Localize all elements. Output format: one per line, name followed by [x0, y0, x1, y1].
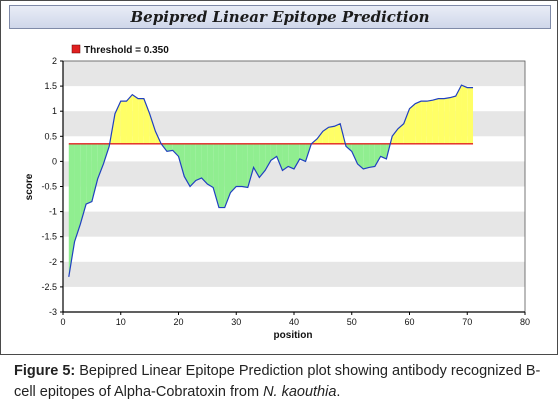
epitope-fill-above — [461, 85, 468, 144]
epitope-fill-above — [426, 100, 433, 144]
epitope-fill-above — [120, 101, 127, 144]
plot-band — [63, 211, 525, 237]
x-tick-label: 20 — [173, 317, 183, 327]
y-tick-label: -1.5 — [41, 232, 57, 242]
epitope-fill-above — [132, 94, 139, 144]
y-axis-label: score — [24, 173, 35, 200]
epitope-fill-above — [328, 126, 335, 144]
y-tick-label: 1.5 — [44, 81, 57, 91]
fill-below — [294, 143, 300, 169]
x-tick-label: 0 — [60, 317, 65, 327]
legend-label: Threshold = 0.350 — [84, 45, 169, 56]
epitope-fill-above — [444, 97, 450, 144]
fill-below — [247, 143, 254, 188]
epitope-fill-above — [438, 98, 445, 144]
fill-below — [259, 143, 266, 178]
epitope-fill-above — [149, 113, 156, 144]
fill-below — [86, 143, 92, 205]
fill-below — [218, 143, 225, 208]
epitope-fill-above — [322, 127, 329, 144]
epitope-fill-above — [415, 101, 422, 144]
chart-svg: 0 10 20 30 40 50 60 70 80 2 1.5 1 0.5 0 -0.5 -1 -1.5 -2 -2… — [24, 44, 530, 341]
fill-below — [190, 143, 196, 187]
y-tick-label: -0.5 — [41, 182, 57, 192]
fill-below — [166, 143, 173, 152]
epitope-fill-above — [421, 101, 427, 144]
plot-band — [63, 261, 525, 287]
fill-below — [299, 143, 306, 162]
epitope-fill-above — [334, 123, 341, 144]
fill-below — [230, 143, 237, 193]
fill-below — [68, 143, 75, 277]
fill-below — [242, 143, 248, 188]
y-tick-label: -1 — [49, 207, 57, 217]
fill-below — [270, 143, 277, 161]
epitope-fill-above — [455, 85, 462, 144]
y-tick-label: 0 — [52, 156, 57, 166]
x-tick-label: 10 — [116, 317, 126, 327]
fill-below — [351, 143, 358, 164]
epitope-fill-above — [392, 128, 398, 144]
epitope-fill-above — [403, 108, 410, 144]
fill-below — [288, 143, 294, 169]
chart-title: Bepipred Linear Epitope Prediction — [130, 8, 430, 26]
y-tick-label: -2.5 — [41, 282, 57, 292]
epitope-fill-above — [317, 131, 323, 144]
fill-below — [97, 143, 104, 179]
fill-below — [224, 143, 231, 208]
y-tick-label: -2 — [49, 257, 57, 267]
tick-labels: 0 10 20 30 40 50 60 70 80 2 1.5 1 0.5 0 -0.5 -1 -1.5 -2 -2… — [41, 56, 530, 327]
x-tick-label: 80 — [520, 317, 530, 327]
fill-below — [201, 143, 208, 184]
chart-title-bar: Bepipred Linear Epitope Prediction — [9, 5, 551, 29]
fill-below — [374, 143, 381, 167]
caption-label: Figure 5: — [14, 363, 76, 379]
epitope-fill-above — [138, 98, 144, 144]
fill-below — [178, 143, 185, 177]
fill-below — [91, 143, 98, 202]
epitope-fill-above — [449, 96, 456, 144]
fill-below — [195, 143, 202, 181]
fill-below — [184, 143, 191, 187]
x-tick-label: 50 — [347, 317, 357, 327]
x-tick-label: 40 — [289, 317, 299, 327]
fill-below — [363, 143, 370, 169]
figure-caption: Figure 5: Bepipred Linear Epitope Predic… — [14, 361, 550, 403]
fill-below — [265, 143, 271, 171]
plot-band — [63, 61, 525, 87]
epitope-fill-above — [467, 87, 474, 144]
fill-below — [172, 143, 179, 157]
caption-end: . — [336, 384, 341, 400]
fill-below — [74, 143, 81, 242]
x-axis-label: position — [274, 330, 313, 341]
epitope-fill-above — [126, 94, 133, 144]
legend-swatch — [71, 44, 81, 54]
caption-species: N. kaouthia — [263, 384, 337, 400]
y-tick-label: 2 — [52, 56, 57, 66]
fill-below — [369, 143, 375, 168]
fill-below — [380, 143, 387, 159]
y-tick-label: -3 — [49, 307, 57, 317]
epitope-fill-above — [409, 103, 416, 144]
fill-below — [80, 143, 87, 225]
epitope-fill-above — [432, 98, 439, 144]
score-series-line — [68, 84, 474, 277]
x-tick-label: 60 — [404, 317, 414, 327]
x-tick-label: 30 — [231, 317, 241, 327]
fill-below — [357, 143, 364, 169]
fill-below — [282, 143, 289, 171]
x-tick-label: 70 — [462, 317, 472, 327]
fill-below — [207, 143, 214, 188]
epitope-fill-above — [397, 123, 404, 144]
y-tick-label: 1 — [52, 106, 57, 116]
y-tick-label: 0.5 — [44, 131, 57, 141]
caption-text: Bepipred Linear Epitope Prediction plot … — [14, 363, 541, 400]
legend: Threshold = 0.350 — [71, 44, 169, 56]
fill-below — [276, 143, 283, 171]
fill-below — [236, 143, 243, 187]
